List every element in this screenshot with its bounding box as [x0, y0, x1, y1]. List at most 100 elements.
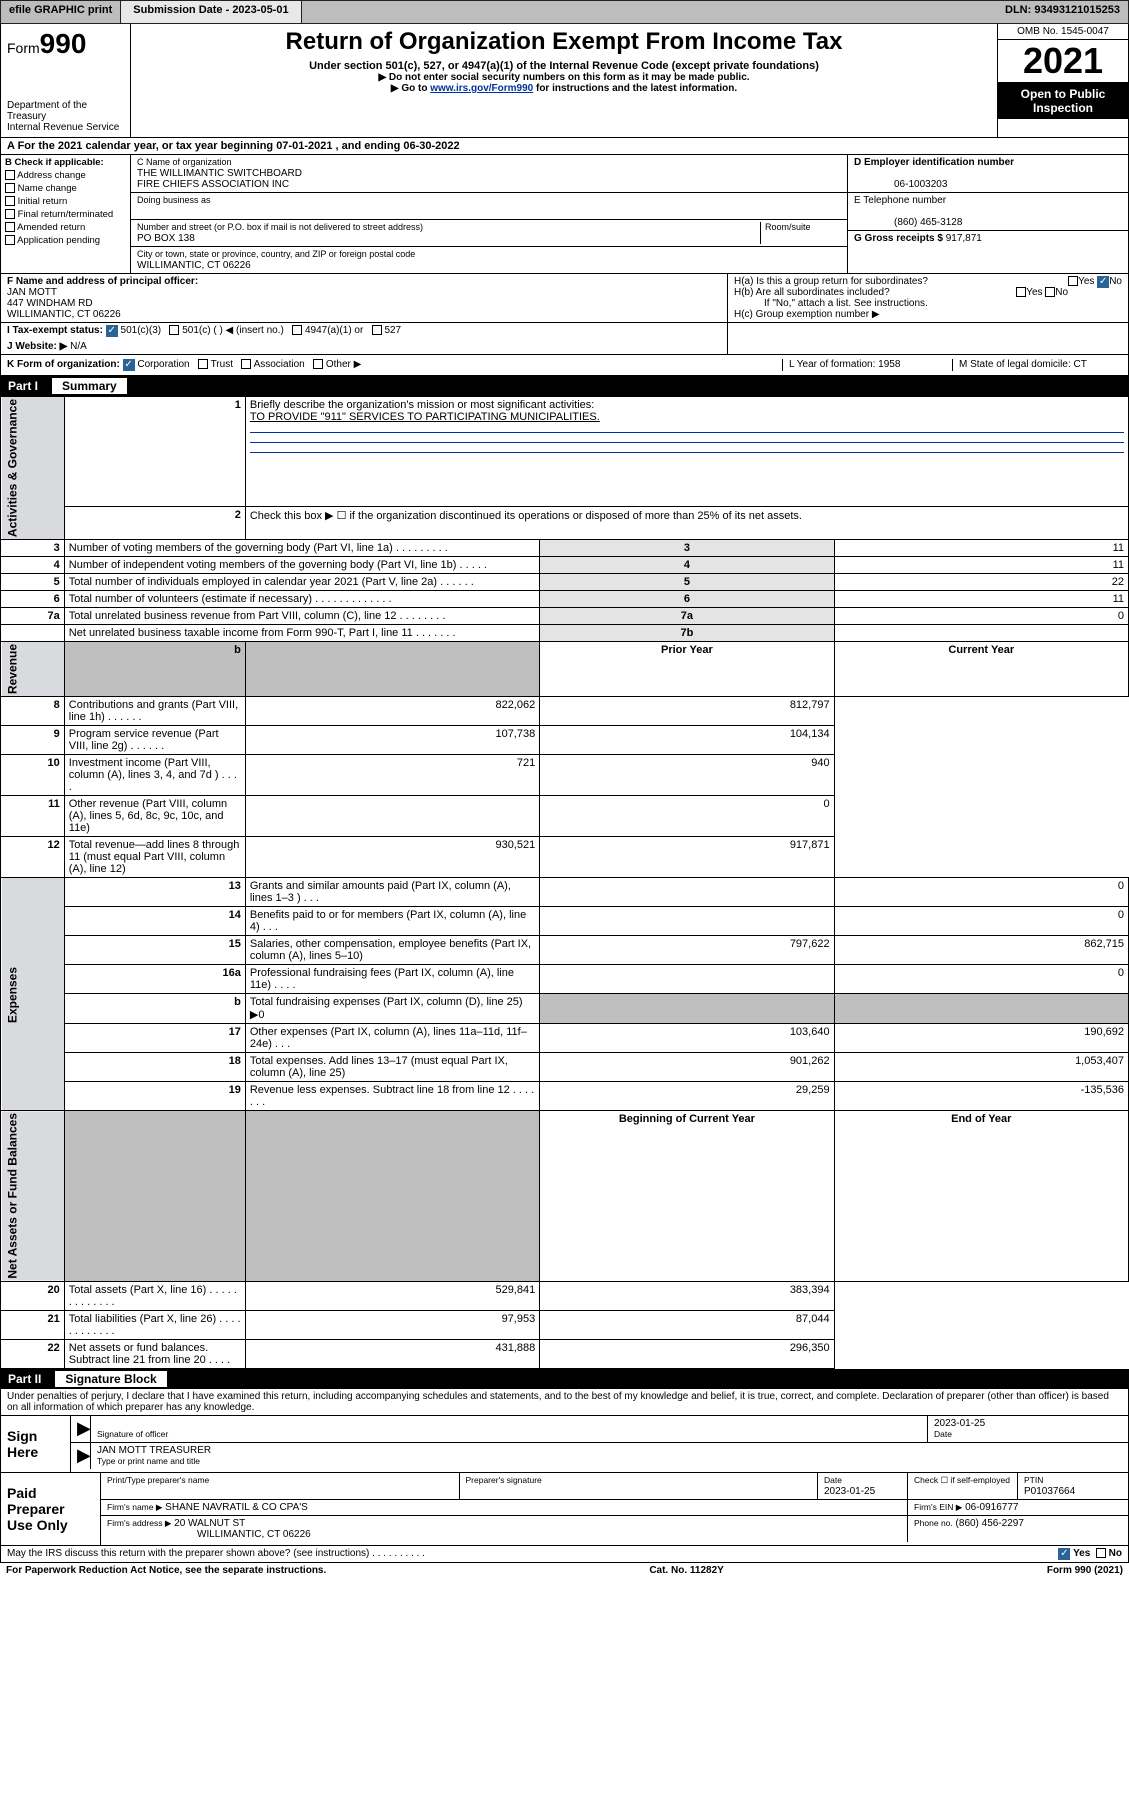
table-row: 4Number of independent voting members of… [1, 557, 1129, 574]
assoc-checkbox[interactable] [241, 359, 251, 369]
city-label: City or town, state or province, country… [137, 249, 415, 259]
sign-here-label: Sign Here [1, 1416, 71, 1472]
c-checkbox[interactable] [169, 325, 179, 335]
header-left: Form990 Department of the Treasury Inter… [1, 24, 131, 137]
footer-left: For Paperwork Reduction Act Notice, see … [6, 1565, 326, 1576]
other-label: Other ▶ [326, 359, 361, 370]
form-title: Return of Organization Exempt From Incom… [137, 28, 991, 56]
checkif-item[interactable]: Amended return [5, 222, 126, 233]
ptin-value: P01037664 [1024, 1486, 1075, 1497]
checkif-item[interactable]: Application pending [5, 235, 126, 246]
sign-here-block: Sign Here ▶ Signature of officer 2023-01… [0, 1416, 1129, 1473]
omb-number: OMB No. 1545-0047 [998, 24, 1128, 40]
checkif-item[interactable]: Address change [5, 170, 126, 181]
mission-cell: Briefly describe the organization's miss… [245, 397, 1128, 507]
table-row: bTotal fundraising expenses (Part IX, co… [1, 994, 1129, 1024]
room-label: Room/suite [765, 222, 811, 232]
c-label: 501(c) ( ) ◀ (insert no.) [182, 325, 284, 336]
discuss-no-checkbox[interactable] [1096, 1548, 1106, 1558]
s527-checkbox[interactable] [372, 325, 382, 335]
table-row: 8Contributions and grants (Part VIII, li… [1, 697, 1129, 726]
self-employed-check[interactable]: Check ☐ if self-employed [914, 1475, 1010, 1485]
mission-text: TO PROVIDE "911" SERVICES TO PARTICIPATI… [250, 411, 600, 423]
officer-name: JAN MOTT [7, 287, 57, 298]
entity-right: D Employer identification number 06-1003… [848, 155, 1128, 273]
hb-no-checkbox[interactable] [1045, 287, 1055, 297]
hc-label: H(c) Group exemption number ▶ [734, 309, 1122, 320]
topbar-fill [302, 1, 997, 23]
ha-label: H(a) Is this a group return for subordin… [734, 276, 928, 287]
dba-label: Doing business as [137, 195, 211, 205]
col-prior: Prior Year [540, 642, 834, 697]
summary-table: Activities & Governance 1 Briefly descri… [0, 396, 1129, 1369]
c3-checkbox[interactable]: ✓ [106, 325, 118, 337]
trust-checkbox[interactable] [198, 359, 208, 369]
yes-label: Yes [1078, 276, 1094, 287]
line-2-num: 2 [64, 506, 245, 539]
corp-label: Corporation [137, 359, 189, 370]
checkif-item[interactable]: Initial return [5, 196, 126, 207]
arrow-icon: ▶ [71, 1416, 91, 1442]
s527-label: 527 [384, 325, 401, 336]
part2-label: Part II [8, 1372, 41, 1386]
trust-label: Trust [211, 359, 233, 370]
form-header: Form990 Department of the Treasury Inter… [0, 24, 1129, 138]
discuss-no: No [1109, 1548, 1122, 1559]
form-note2: ▶ Go to www.irs.gov/Form990 for instruct… [137, 83, 991, 94]
l-year: L Year of formation: 1958 [782, 359, 952, 371]
dept-treasury: Department of the Treasury [7, 100, 124, 122]
g-label: G Gross receipts $ [854, 233, 943, 244]
other-checkbox[interactable] [313, 359, 323, 369]
table-row: 17Other expenses (Part IX, column (A), l… [1, 1024, 1129, 1053]
part2-title: Signature Block [55, 1371, 166, 1387]
perjury-text: Under penalties of perjury, I declare th… [0, 1389, 1129, 1416]
preparer-date-label: Date [824, 1475, 842, 1485]
part1-label: Part I [8, 379, 38, 393]
checkif-item[interactable]: Name change [5, 183, 126, 194]
checkif-item[interactable]: Final return/terminated [5, 209, 126, 220]
top-bar: efile GRAPHIC print Submission Date - 20… [0, 0, 1129, 24]
firm-phone-label: Phone no. [914, 1518, 953, 1528]
addr-label: Number and street (or P.O. box if mail i… [137, 222, 423, 232]
table-row: 21Total liabilities (Part X, line 26) . … [1, 1310, 1129, 1339]
form-prefix: Form [7, 40, 40, 56]
table-row: 20Total assets (Part X, line 16) . . . .… [1, 1281, 1129, 1310]
table-row: 7aTotal unrelated business revenue from … [1, 608, 1129, 625]
c-label: C Name of organization [137, 157, 232, 167]
i-label: I Tax-exempt status: [7, 325, 103, 336]
submission-date[interactable]: Submission Date - 2023-05-01 [121, 1, 301, 23]
form990-link[interactable]: www.irs.gov/Form990 [430, 83, 533, 94]
org-addr: PO BOX 138 [137, 233, 195, 244]
phone: (860) 465-3128 [894, 217, 962, 228]
table-row: 15Salaries, other compensation, employee… [1, 936, 1129, 965]
form-note1: ▶ Do not enter social security numbers o… [137, 72, 991, 83]
ha-yes-checkbox[interactable] [1068, 276, 1078, 286]
table-row: 19Revenue less expenses. Subtract line 1… [1, 1082, 1129, 1111]
table-row: 9Program service revenue (Part VIII, lin… [1, 726, 1129, 755]
firm-name-label: Firm's name ▶ [107, 1502, 162, 1512]
side-revenue: Revenue [1, 642, 65, 697]
discuss-yes-checkbox[interactable]: ✓ [1058, 1548, 1070, 1560]
header-right: OMB No. 1545-0047 2021 Open to Public In… [998, 24, 1128, 137]
b-spacer [245, 642, 539, 697]
side-netassets: Net Assets or Fund Balances [1, 1111, 65, 1282]
paid-preparer-label: Paid Preparer Use Only [1, 1473, 101, 1545]
discuss-yes: Yes [1073, 1548, 1090, 1559]
firm-name: SHANE NAVRATIL & CO CPA'S [165, 1502, 308, 1513]
paid-body: Print/Type preparer's name Preparer's si… [101, 1473, 1128, 1545]
table-row: 16aProfessional fundraising fees (Part I… [1, 965, 1129, 994]
a1-checkbox[interactable] [292, 325, 302, 335]
corp-checkbox[interactable]: ✓ [123, 359, 135, 371]
q2-cell: Check this box ▶ ☐ if the organization d… [245, 506, 1128, 539]
ha-no-checkbox[interactable]: ✓ [1097, 276, 1109, 288]
note2-post: for instructions and the latest informat… [533, 83, 737, 94]
sig-officer-label: Signature of officer [97, 1429, 168, 1439]
dln: DLN: 93493121015253 [997, 1, 1128, 23]
firm-ein: 06-0916777 [965, 1502, 1018, 1513]
col-current: Current Year [834, 642, 1128, 697]
hb-yes-checkbox[interactable] [1016, 287, 1026, 297]
col-begin: Beginning of Current Year [540, 1111, 834, 1282]
k-line: K Form of organization: ✓ Corporation Tr… [0, 355, 1129, 376]
k-label: K Form of organization: [7, 359, 120, 370]
sign-date-label: Date [934, 1429, 952, 1439]
